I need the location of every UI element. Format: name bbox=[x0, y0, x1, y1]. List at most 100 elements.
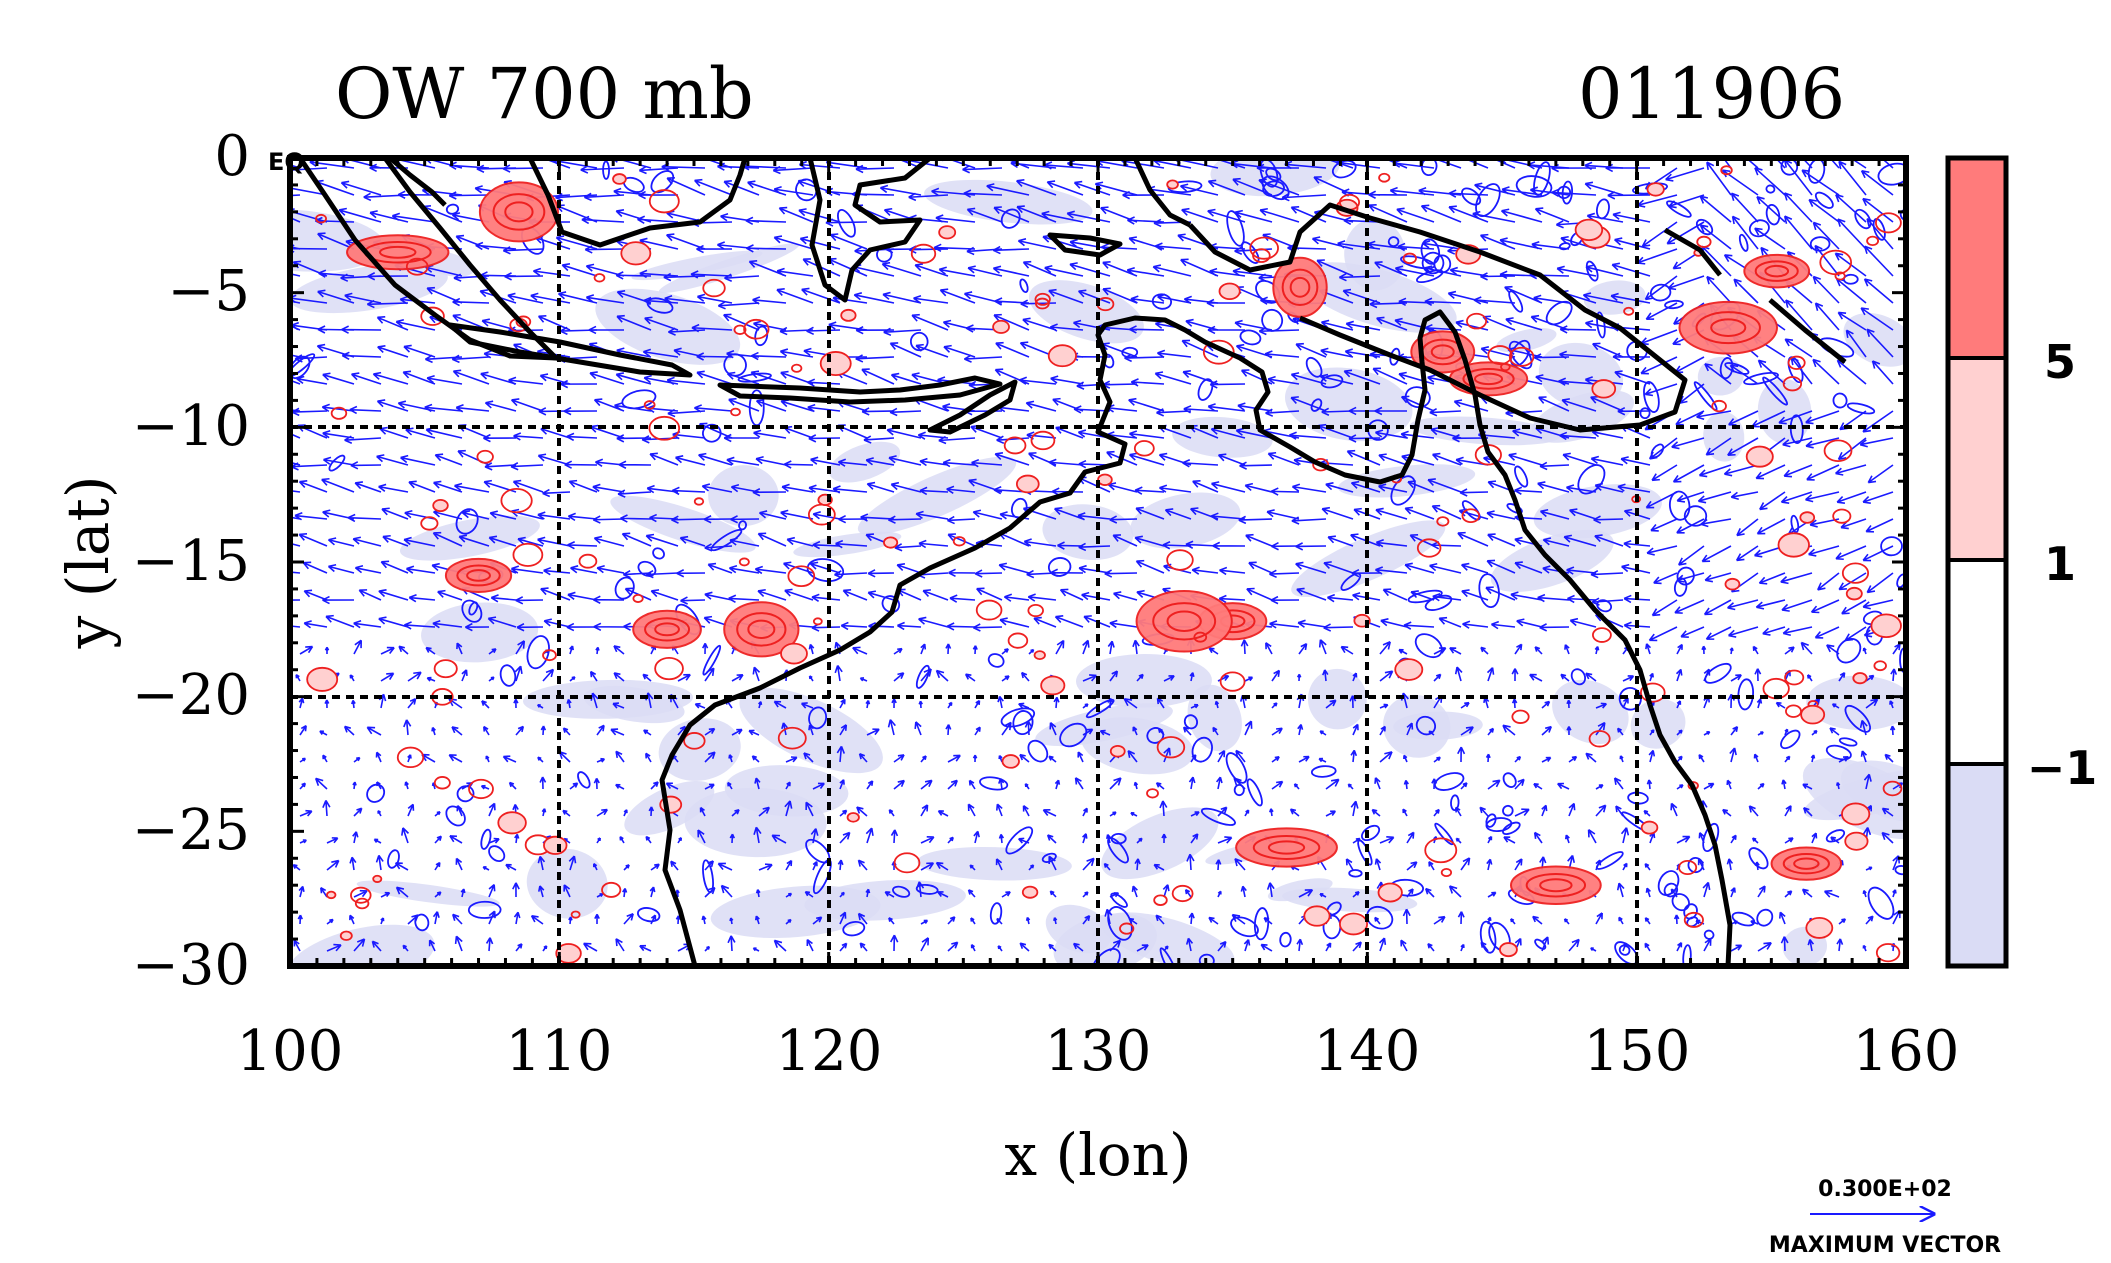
wind-vector bbox=[1671, 437, 1705, 450]
coastline-malay bbox=[388, 158, 447, 207]
positive-ow-contour bbox=[1834, 271, 1846, 281]
positive-ow-contour bbox=[1683, 911, 1704, 928]
positive-ow-contour bbox=[910, 243, 937, 264]
wind-vector bbox=[1566, 726, 1572, 736]
vector-key-value: 0.300E+02 bbox=[1818, 1177, 1952, 1202]
wind-vector bbox=[1266, 882, 1275, 898]
wind-vector bbox=[1448, 885, 1462, 898]
wind-vector bbox=[752, 947, 760, 952]
positive-ow-contour bbox=[306, 666, 339, 692]
wind-vector bbox=[731, 673, 744, 682]
wind-vector bbox=[1676, 941, 1683, 952]
wind-vector bbox=[832, 485, 868, 494]
wind-vector bbox=[812, 540, 841, 550]
wind-vector bbox=[1699, 195, 1732, 223]
wind-vector bbox=[1082, 703, 1089, 709]
wind-vector bbox=[1836, 491, 1867, 504]
positive-ow-region bbox=[1743, 253, 1811, 289]
negative-ow-patch bbox=[356, 880, 500, 907]
wind-vector bbox=[666, 376, 706, 386]
wind-vector bbox=[1402, 908, 1411, 925]
wind-vector bbox=[884, 891, 895, 898]
wind-vector bbox=[1025, 916, 1031, 925]
negative-ow-contour bbox=[614, 576, 635, 600]
wind-vector bbox=[812, 511, 841, 520]
positive-ow-contour bbox=[1844, 831, 1869, 851]
wind-vector bbox=[592, 595, 625, 604]
wind-vector bbox=[508, 376, 544, 385]
wind-vector bbox=[1784, 805, 1792, 817]
wind-vector bbox=[502, 246, 544, 255]
wind-vector bbox=[679, 535, 706, 547]
wind-vector bbox=[778, 206, 814, 223]
wind-vector bbox=[1207, 179, 1246, 196]
wind-vector bbox=[972, 623, 1003, 632]
wind-vector bbox=[504, 272, 544, 281]
wind-vector bbox=[592, 483, 625, 493]
coastline-layer bbox=[297, 158, 1847, 966]
plot-area bbox=[290, 158, 1906, 966]
wind-vector bbox=[366, 726, 382, 736]
wind-vector bbox=[562, 809, 571, 817]
vector-key: 0.300E+02 MAXIMUM VECTOR bbox=[1769, 1177, 2001, 1258]
negative-ow-contour bbox=[652, 547, 665, 560]
negative-ow-contour bbox=[1748, 847, 1769, 870]
negative-ow-contour bbox=[526, 635, 550, 670]
wind-vector bbox=[1784, 728, 1789, 736]
wind-vector bbox=[1001, 675, 1010, 682]
negative-ow-contour bbox=[1595, 851, 1624, 870]
wind-vector bbox=[1019, 942, 1030, 952]
positive-ow-contour bbox=[812, 617, 823, 626]
negative-ow-contour bbox=[1894, 865, 1906, 876]
positive-ow-contour bbox=[1525, 872, 1587, 898]
positive-ow-contour bbox=[1841, 802, 1871, 826]
wind-vector bbox=[1618, 916, 1624, 925]
wind-vector bbox=[1485, 586, 1516, 601]
wind-vector bbox=[1371, 808, 1381, 817]
negative-ow-contour bbox=[1702, 822, 1720, 853]
wind-vector bbox=[1563, 918, 1570, 925]
positive-ow-region bbox=[444, 557, 513, 594]
wind-vector bbox=[1645, 302, 1678, 321]
negative-ow-contour bbox=[1693, 381, 1718, 411]
wind-vector bbox=[1514, 643, 1523, 655]
negative-ow-contour bbox=[1191, 736, 1213, 763]
negative-ow-contour bbox=[754, 325, 769, 347]
wind-vector bbox=[1298, 889, 1314, 898]
wind-vector bbox=[1057, 541, 1084, 550]
positive-ow-contour bbox=[780, 642, 808, 665]
wind-vector bbox=[1585, 672, 1597, 682]
wind-vector bbox=[808, 484, 841, 493]
wind-vector bbox=[1754, 167, 1786, 196]
wind-vector bbox=[1134, 535, 1165, 547]
wind-vector bbox=[1748, 805, 1759, 817]
wind-vector bbox=[677, 837, 683, 844]
positive-ow-contour bbox=[747, 619, 776, 639]
wind-vector bbox=[993, 313, 1030, 331]
negative-ow-contour bbox=[892, 885, 911, 898]
negative-ow-contour bbox=[1019, 278, 1029, 294]
wind-vector bbox=[1325, 810, 1337, 817]
positive-ow-contour bbox=[1498, 942, 1518, 958]
wind-vector bbox=[1881, 807, 1894, 817]
wind-vector bbox=[807, 403, 841, 413]
positive-ow-contour bbox=[1166, 610, 1202, 632]
negative-ow-contour bbox=[1765, 203, 1781, 226]
wind-vector bbox=[324, 699, 330, 709]
wind-vector bbox=[322, 754, 328, 763]
wind-vector bbox=[1374, 261, 1408, 277]
wind-vector bbox=[408, 593, 436, 603]
wind-vector bbox=[502, 755, 517, 763]
wind-vector bbox=[642, 348, 679, 358]
wind-vector bbox=[290, 272, 301, 277]
wind-vector bbox=[1726, 779, 1732, 790]
wind-vector bbox=[484, 462, 517, 471]
wind-vector bbox=[1487, 727, 1495, 736]
wind-vector bbox=[326, 859, 340, 871]
negative-ow-contour bbox=[1434, 822, 1454, 846]
negative-ow-contour bbox=[1027, 739, 1049, 763]
negative-ow-patch bbox=[828, 441, 901, 483]
wind-vector bbox=[1698, 464, 1732, 478]
wind-vector bbox=[290, 379, 301, 385]
wind-vector bbox=[704, 543, 733, 552]
